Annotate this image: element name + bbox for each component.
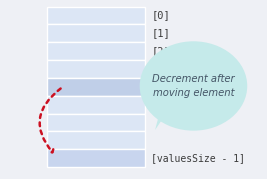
Bar (48, 42, 145, 60)
Bar (48, 131, 145, 149)
Text: Decrement after
moving element: Decrement after moving element (152, 74, 235, 98)
Text: [1]: [1] (151, 28, 170, 38)
Text: [pos]: [pos] (151, 82, 182, 92)
Text: [2]: [2] (151, 46, 170, 56)
Bar (48, 149, 145, 167)
Ellipse shape (140, 41, 247, 131)
Bar (48, 78, 145, 96)
Bar (48, 25, 145, 42)
Text: ⋮: ⋮ (151, 62, 160, 76)
Text: [valuesSize - 1]: [valuesSize - 1] (151, 153, 245, 163)
Bar (48, 7, 145, 25)
Polygon shape (155, 107, 170, 130)
Bar (48, 96, 145, 114)
Bar (48, 114, 145, 131)
Text: [0]: [0] (151, 11, 170, 21)
Bar (48, 60, 145, 78)
